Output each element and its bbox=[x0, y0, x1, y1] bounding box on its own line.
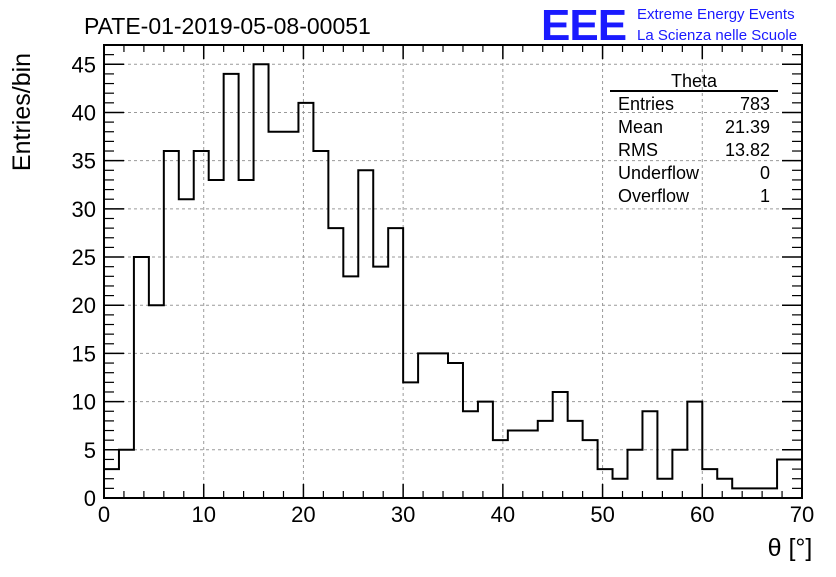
eee-logo: EEE Extreme Energy Events La Scienza nel… bbox=[541, 1, 797, 50]
x-tick-label: 40 bbox=[491, 502, 515, 527]
stats-label: Overflow bbox=[618, 186, 690, 206]
stats-value: 21.39 bbox=[725, 117, 770, 137]
x-axis-title: θ [°] bbox=[768, 534, 813, 562]
x-tick-label: 70 bbox=[790, 502, 814, 527]
chart-title: PATE-01-2019-05-08-00051 bbox=[84, 13, 371, 39]
x-tick-label: 60 bbox=[690, 502, 714, 527]
y-axis-title: Entries/bin bbox=[8, 53, 36, 171]
y-tick-label: 25 bbox=[72, 245, 96, 270]
histogram-outline bbox=[103, 63, 802, 498]
grid bbox=[104, 45, 802, 498]
logo-line-2: La Scienza nelle Scuole bbox=[637, 27, 797, 44]
x-tick-label: 0 bbox=[98, 502, 110, 527]
y-tick-label: 10 bbox=[72, 390, 96, 415]
logo-line-1: Extreme Energy Events bbox=[637, 6, 795, 23]
stats-label: RMS bbox=[618, 140, 658, 160]
x-tick-label: 20 bbox=[291, 502, 315, 527]
y-tick-label: 30 bbox=[72, 197, 96, 222]
y-tick-label: 20 bbox=[72, 293, 96, 318]
stats-label: Mean bbox=[618, 117, 663, 137]
x-tick-label: 10 bbox=[191, 502, 215, 527]
y-tick-label: 35 bbox=[72, 149, 96, 174]
stats-label: Entries bbox=[618, 94, 674, 114]
plot-frame bbox=[103, 44, 803, 499]
stats-rows: Entries 783 Mean 21.39 RMS 13.82 Underflow 0 Ove… bbox=[618, 94, 770, 206]
x-tick-label: 50 bbox=[590, 502, 614, 527]
stats-value: 0 bbox=[760, 163, 770, 183]
stats-value: 1 bbox=[760, 186, 770, 206]
logo-mark: EEE bbox=[541, 1, 626, 50]
y-tick-label: 40 bbox=[72, 100, 96, 125]
stats-label: Underflow bbox=[618, 163, 700, 183]
y-tick-label: 15 bbox=[72, 341, 96, 366]
y-tick-label: 45 bbox=[72, 52, 96, 77]
y-tick-label: 5 bbox=[84, 438, 96, 463]
axis-ticks bbox=[103, 45, 803, 499]
y-tick-label: 0 bbox=[84, 486, 96, 511]
stats-value: 13.82 bbox=[725, 140, 770, 160]
stats-value: 783 bbox=[740, 94, 770, 114]
x-tick-label: 30 bbox=[391, 502, 415, 527]
stats-box: Theta Entries 783 Mean 21.39 RMS 13.82 Underfl… bbox=[610, 71, 778, 206]
stats-title: Theta bbox=[671, 71, 718, 91]
